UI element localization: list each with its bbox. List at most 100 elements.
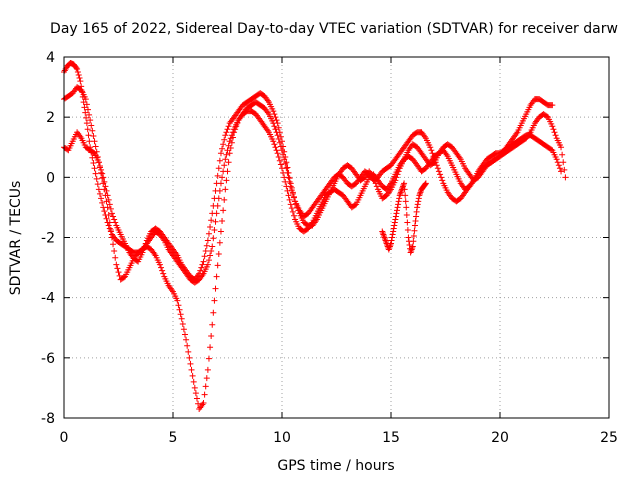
data-point <box>217 150 224 157</box>
data-point <box>104 192 111 199</box>
data-point <box>86 138 93 145</box>
data-point <box>215 165 222 172</box>
data-point <box>292 198 299 205</box>
data-point <box>276 129 283 136</box>
data-point <box>187 360 194 367</box>
data-point <box>410 232 417 239</box>
data-point <box>105 222 112 229</box>
data-point <box>280 169 287 176</box>
data-point <box>202 248 209 255</box>
data-point <box>294 204 301 211</box>
data-point <box>112 219 119 226</box>
data-point <box>391 219 398 226</box>
data-point <box>554 159 561 166</box>
data-point <box>284 187 291 194</box>
data-point <box>201 391 208 398</box>
data-point <box>225 159 232 166</box>
data-point <box>271 141 278 148</box>
data-point <box>222 156 229 163</box>
data-point <box>410 238 417 245</box>
data-point <box>549 102 556 109</box>
data-point <box>91 165 98 172</box>
data-point <box>110 241 117 248</box>
data-point <box>271 123 278 130</box>
data-point <box>433 162 440 169</box>
data-point <box>401 180 408 187</box>
data-point <box>141 243 148 250</box>
data-point <box>224 147 231 154</box>
data-point <box>560 159 567 166</box>
data-point <box>415 198 422 205</box>
data-point <box>289 208 296 215</box>
data-point <box>211 297 218 304</box>
data-point <box>283 159 290 166</box>
data-point <box>274 120 281 127</box>
data-point <box>92 170 99 177</box>
data-point <box>404 219 411 226</box>
data-point <box>210 235 217 242</box>
data-point <box>389 234 396 241</box>
data-point <box>370 174 377 181</box>
data-point <box>106 201 113 208</box>
data-point <box>139 249 146 256</box>
data-point <box>372 180 379 187</box>
data-point <box>205 257 212 264</box>
data-point <box>281 148 288 155</box>
data-point <box>204 237 211 244</box>
data-point <box>290 193 297 200</box>
data-point <box>208 333 215 340</box>
data-point <box>288 205 295 212</box>
data-point <box>437 171 444 178</box>
data-point <box>556 165 563 172</box>
data-point <box>199 261 206 268</box>
data-point <box>212 285 219 292</box>
data-point <box>99 199 106 206</box>
data-point <box>275 124 282 131</box>
data-point <box>94 181 101 188</box>
data-point <box>114 265 121 272</box>
data-point <box>203 242 210 249</box>
data-point <box>90 160 97 167</box>
series-track-c <box>61 90 569 283</box>
data-point <box>274 132 281 139</box>
data-point <box>107 205 114 212</box>
data-point <box>392 216 399 223</box>
x-tick-label: 25 <box>600 430 618 446</box>
data-point <box>197 267 204 274</box>
data-point <box>435 168 442 175</box>
y-tick-label: -4 <box>41 291 55 307</box>
data-point <box>177 311 184 318</box>
data-point <box>103 215 110 222</box>
data-point <box>158 264 165 271</box>
data-point <box>105 196 112 203</box>
data-point <box>285 169 292 176</box>
data-point <box>216 157 223 164</box>
data-point <box>205 230 212 237</box>
data-point <box>201 253 208 260</box>
data-point <box>195 400 202 407</box>
data-point <box>222 186 229 193</box>
data-point <box>439 177 446 184</box>
data-point <box>156 261 163 268</box>
data-point <box>81 104 88 111</box>
data-point <box>200 399 207 406</box>
data-point <box>272 144 279 151</box>
data-point <box>412 217 419 224</box>
data-point <box>202 383 209 390</box>
data-point <box>90 132 97 139</box>
data-point <box>223 151 230 158</box>
data-point <box>414 204 421 211</box>
data-point <box>273 147 280 154</box>
data-point <box>395 201 402 208</box>
data-point <box>293 201 300 208</box>
data-point <box>110 213 117 220</box>
data-point <box>103 187 110 194</box>
data-point <box>559 151 566 158</box>
data-point <box>180 326 187 333</box>
data-point <box>271 111 278 118</box>
data-point <box>561 166 568 173</box>
data-point <box>204 261 211 268</box>
data-point <box>189 372 196 379</box>
